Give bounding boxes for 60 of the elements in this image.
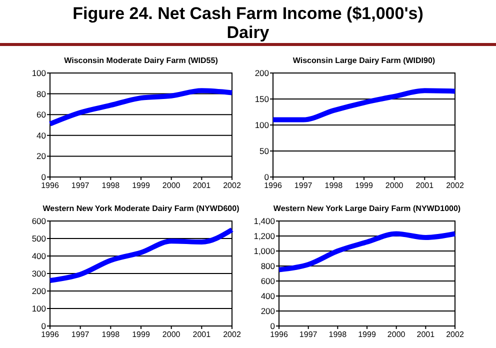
x-tick-label: 1996 — [264, 181, 282, 190]
y-tick-label: 200 — [254, 68, 270, 78]
x-tick-label: 1998 — [324, 181, 344, 190]
y-tick-label: 600 — [260, 276, 276, 286]
text: Western New York Moderate Dairy Farm (NYWD600) — [42, 204, 240, 213]
text: Western New York Large Dairy Farm (NYWD1000) — [273, 204, 461, 213]
y-tick-label: 500 — [32, 233, 46, 244]
y-tick-label: 100 — [32, 303, 46, 314]
x-tick-label: 2000 — [387, 330, 406, 339]
y-tick-label: 0 — [264, 172, 270, 182]
x-tick-label: 2001 — [416, 181, 434, 190]
x-tick-label: 2002 — [223, 330, 242, 339]
x-tick-label: 2000 — [385, 181, 404, 190]
x-tick-label: 1997 — [299, 330, 318, 339]
x-tick-label: 1999 — [132, 330, 150, 339]
x-tick-label: 2002 — [223, 181, 242, 190]
x-tick-label: 1999 — [132, 181, 150, 190]
x-tick-label: 2001 — [416, 330, 436, 339]
text: Wisconsin Moderate Dairy Farm (WID55) — [64, 56, 218, 65]
y-tick-label: 80 — [36, 88, 46, 99]
y-tick-label: 200 — [32, 286, 46, 296]
x-tick-label: 2000 — [162, 181, 181, 190]
y-tick-label: 400 — [32, 250, 46, 261]
y-tick-label: 1,400 — [254, 216, 276, 226]
y-tick-label: 300 — [32, 268, 46, 278]
y-tick-label: 0 — [41, 172, 46, 182]
x-tick-label: 2000 — [162, 330, 181, 339]
y-tick-label: 0 — [270, 320, 276, 331]
x-tick-label: 2002 — [446, 181, 464, 190]
x-tick-label: 1997 — [71, 181, 90, 190]
y-tick-label: 400 — [260, 290, 276, 301]
x-tick-label: 1998 — [102, 330, 120, 339]
y-tick-label: 20 — [36, 151, 46, 162]
text: Wisconsin Large Dairy Farm (WIDI90) — [292, 56, 436, 65]
y-tick-label: 800 — [260, 260, 276, 271]
x-tick-label: 1996 — [41, 181, 60, 190]
x-tick-label: 2002 — [446, 330, 464, 339]
x-tick-label: 1999 — [358, 330, 376, 339]
x-tick-label: 1997 — [294, 181, 313, 190]
x-tick-label: 1996 — [270, 330, 288, 339]
y-tick-label: 1,000 — [254, 246, 276, 256]
x-tick-label: 1996 — [41, 330, 60, 339]
x-tick-label: 2001 — [192, 330, 212, 339]
y-tick-label: 1,200 — [254, 230, 276, 241]
x-tick-label: 1997 — [71, 330, 90, 339]
y-tick-label: 100 — [32, 68, 46, 78]
y-tick-label: 60 — [36, 110, 46, 120]
x-tick-label: 1998 — [328, 330, 348, 339]
chart-subtitle: Dairy — [226, 23, 270, 42]
x-tick-label: 1999 — [355, 181, 374, 190]
y-tick-label: 0 — [41, 320, 46, 331]
y-tick-label: 600 — [32, 216, 46, 226]
y-tick-label: 200 — [260, 306, 276, 316]
y-tick-label: 40 — [36, 130, 46, 140]
y-tick-label: 150 — [254, 94, 270, 104]
chart-title: Figure 24. Net Cash Farm Income ($1,000's) — [72, 4, 424, 23]
x-tick-label: 1998 — [102, 181, 120, 190]
x-tick-label: 2001 — [192, 181, 212, 190]
y-tick-label: 50 — [260, 146, 270, 156]
y-tick-label: 100 — [254, 120, 270, 130]
